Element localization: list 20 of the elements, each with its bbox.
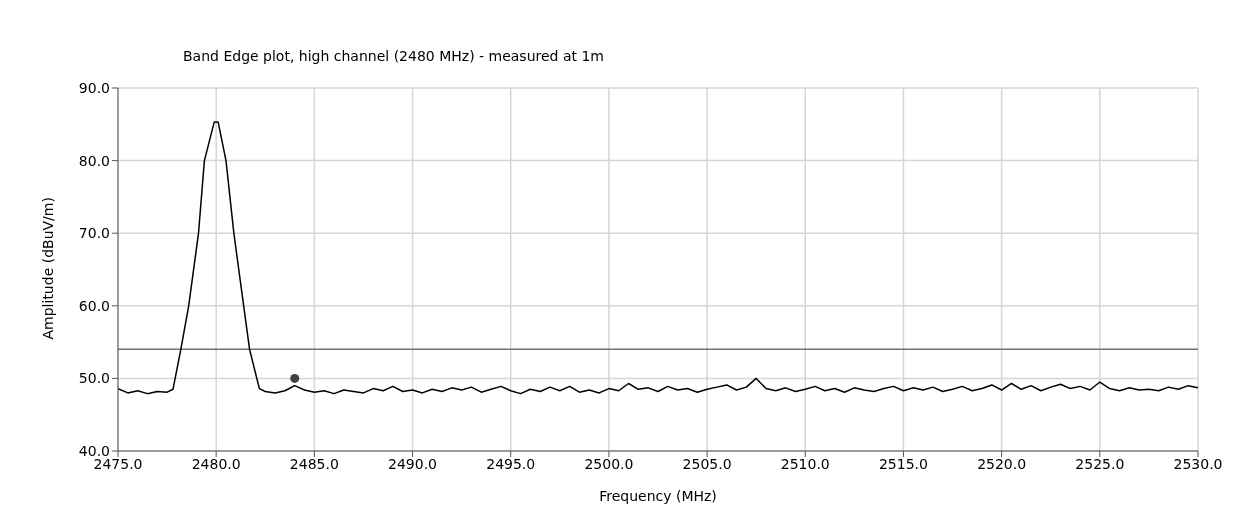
x-tick-label: 2505.0 [682,455,732,472]
x-axis-title: Frequency (MHz) [599,488,717,504]
x-tick-label: 2520.0 [977,455,1027,472]
x-tick-label: 2510.0 [780,455,830,472]
y-tick-label: 80.0 [78,152,110,169]
x-tick-label: 2490.0 [388,455,438,472]
y-tick-label: 60.0 [78,297,110,314]
x-tick-label: 2530.0 [1173,455,1223,472]
x-tick-label: 2525.0 [1075,455,1125,472]
y-tick-label: 50.0 [78,370,110,387]
y-tick-label: 90.0 [78,79,110,96]
y-axis-title: Amplitude (dBuV/m) [39,197,56,340]
x-tick-label: 2480.0 [191,455,241,472]
x-tick-label: 2495.0 [486,455,536,472]
line-series [118,121,1198,395]
x-tick-label: 2515.0 [878,455,928,472]
chart-title: Band Edge plot, high channel (2480 MHz) - measured at 1m [183,48,604,64]
x-tick-label: 2500.0 [584,455,634,472]
y-tick-label: 70.0 [78,225,110,242]
x-tick-label: 2485.0 [289,455,339,472]
